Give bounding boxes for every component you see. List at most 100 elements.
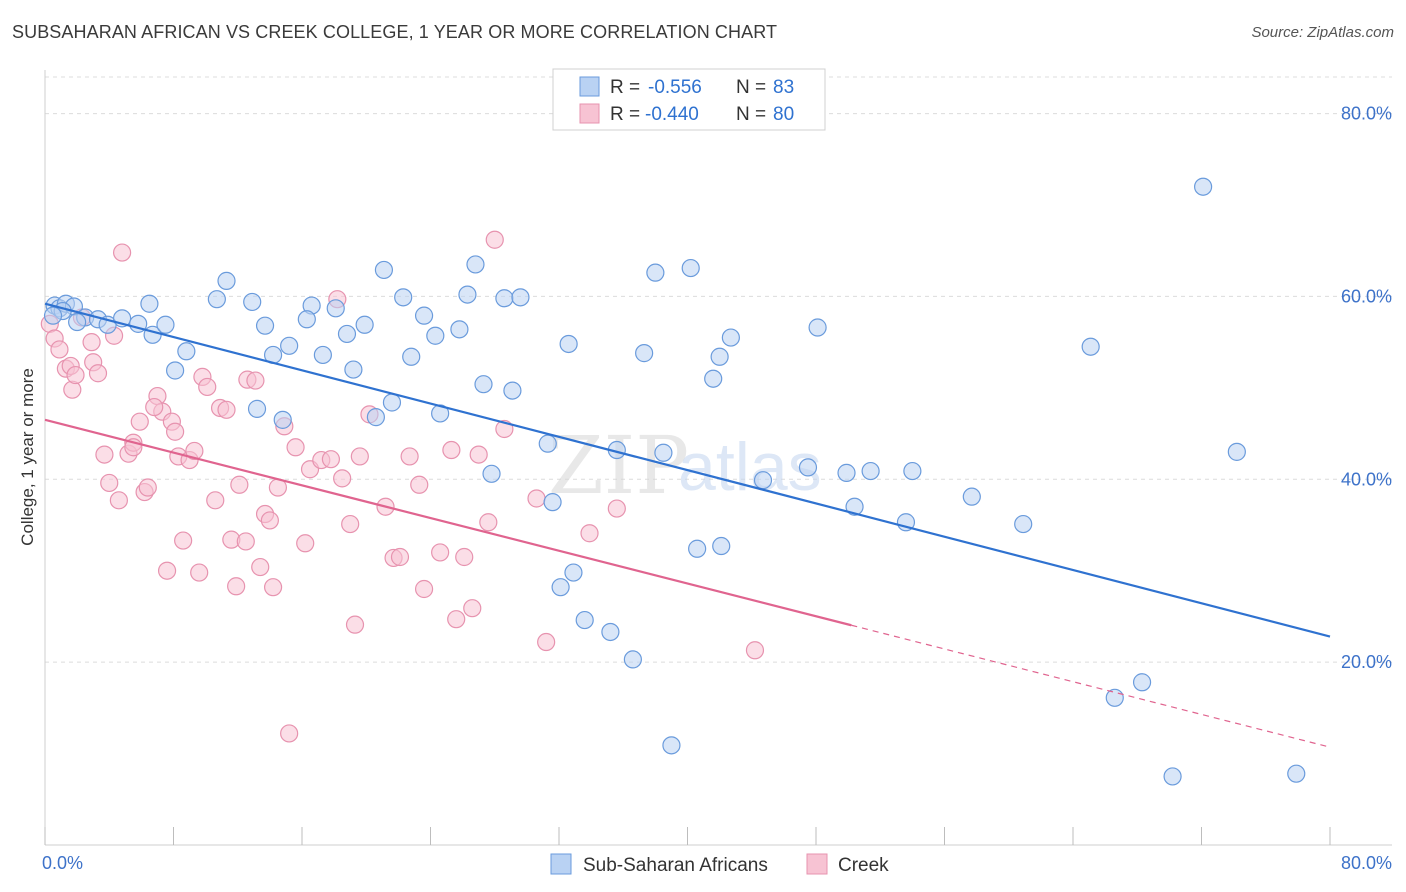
subsaharan-points (43, 177, 1306, 786)
subsaharan-point (156, 315, 175, 334)
subsaharan-point (273, 410, 292, 429)
creek-point (537, 632, 556, 652)
creek-point (185, 441, 204, 461)
subsaharan-point (654, 443, 673, 462)
subsaharan-point (1227, 442, 1246, 461)
subsaharan-point (43, 306, 63, 325)
subsaharan-point (575, 610, 594, 630)
creek-point (485, 230, 504, 249)
subsaharan-point (374, 260, 394, 280)
creek-point (88, 364, 108, 383)
subsaharan-point (394, 288, 413, 307)
subsaharan-point (635, 344, 654, 363)
grid-lines (45, 76, 1392, 663)
subsaharan-point (313, 345, 332, 365)
creek-point (345, 615, 365, 634)
creek-point (580, 524, 599, 543)
subsaharan-point (243, 292, 262, 312)
bottom-legend-swatch-pink (806, 853, 828, 875)
subsaharan-point (1287, 764, 1306, 783)
creek-trend-line-dashed (851, 624, 1331, 748)
legend-r-label-blue: R = (610, 77, 640, 98)
subsaharan-point (623, 650, 642, 669)
creek-point (442, 440, 461, 460)
creek-point (130, 412, 149, 431)
creek-point (206, 491, 225, 510)
legend-n-value-blue: 83 (773, 77, 794, 98)
creek-point (190, 563, 209, 582)
creek-point (447, 610, 466, 629)
subsaharan-point (326, 299, 345, 318)
creek-point (246, 371, 265, 390)
subsaharan-point (503, 381, 522, 400)
creek-point (400, 447, 419, 466)
creek-point (463, 599, 482, 618)
creek-point (50, 340, 69, 359)
subsaharan-point (68, 312, 87, 332)
creek-point (230, 475, 249, 494)
subsaharan-point (721, 328, 740, 347)
subsaharan-point (1163, 767, 1182, 786)
creek-point (227, 577, 246, 596)
subsaharan-point (962, 487, 981, 506)
subsaharan-point (166, 361, 185, 380)
subsaharan-point (414, 306, 434, 325)
subsaharan-point (543, 493, 562, 512)
subsaharan-point (704, 369, 723, 388)
subsaharan-point (140, 294, 159, 313)
subsaharan-point (355, 315, 374, 334)
bottom-legend-label-blue: Sub-Saharan Africans (583, 855, 768, 876)
legend-r-value-pink: -0.440 (645, 104, 699, 125)
subsaharan-point (798, 458, 818, 477)
creek-point (263, 578, 283, 597)
subsaharan-point (482, 464, 501, 483)
bottom-legend-label-pink: Creek (838, 855, 889, 876)
subsaharan-point (753, 471, 773, 490)
creek-point (286, 438, 305, 457)
creek-trend-line (44, 418, 852, 627)
creek-point (112, 243, 132, 262)
creek-point (527, 489, 546, 508)
y-axis-label: College, 1 year or more (18, 368, 37, 546)
creek-point (82, 333, 101, 352)
subsaharan-point (1132, 673, 1152, 692)
subsaharan-point (382, 393, 402, 412)
creek-point (431, 543, 450, 562)
subsaharan-point (177, 342, 196, 361)
creek-point (109, 491, 128, 510)
creek-point (280, 724, 299, 743)
creek-point (166, 422, 185, 441)
creek-point (321, 450, 341, 469)
watermark-atlas: atlas (678, 429, 822, 505)
legend: R = -0.556 N = 83 R = -0.440 N = 80 (552, 68, 826, 131)
creek-point (198, 377, 217, 397)
subsaharan-point (538, 434, 557, 453)
subsaharan-point (344, 360, 363, 379)
creek-point (414, 579, 434, 599)
subsaharan-point (712, 536, 731, 556)
creek-point (410, 475, 429, 494)
subsaharan-point (450, 320, 469, 339)
subsaharan-point (297, 310, 316, 329)
creek-point (333, 469, 352, 488)
y-tick-label: 20.0% (1341, 652, 1392, 672)
legend-n-label-blue: N = (736, 77, 766, 98)
subsaharan-point (255, 316, 275, 335)
axes (44, 70, 1392, 846)
subsaharan-point (495, 289, 514, 308)
creek-point (607, 499, 626, 518)
creek-point (63, 380, 82, 399)
creek-point (174, 531, 193, 550)
creek-point (66, 365, 85, 385)
legend-n-label-pink: N = (736, 104, 766, 125)
creek-point (296, 534, 315, 553)
subsaharan-point (1194, 177, 1213, 196)
subsaharan-point (646, 263, 665, 282)
subsaharan-point (861, 461, 880, 481)
subsaharan-point (217, 271, 236, 290)
subsaharan-point (845, 497, 864, 516)
trend-lines (44, 302, 1331, 748)
subsaharan-point (710, 347, 729, 366)
creek-points (40, 230, 765, 743)
y-tick-label: 60.0% (1341, 286, 1392, 306)
